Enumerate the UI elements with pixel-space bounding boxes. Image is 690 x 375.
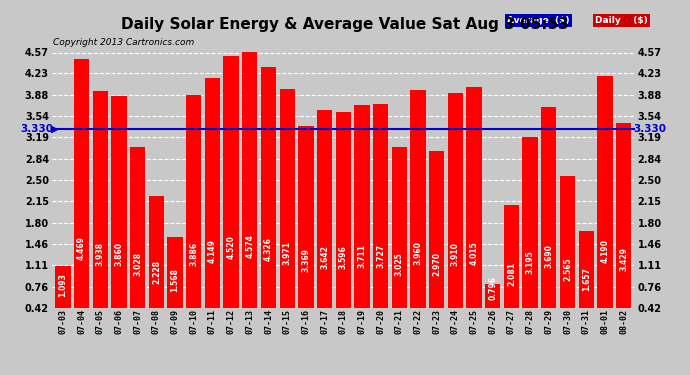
Bar [373,104,388,308]
Bar [111,96,127,308]
Text: 3.690: 3.690 [544,244,553,268]
Text: 3.860: 3.860 [115,242,124,266]
Bar [149,196,164,308]
Bar [616,123,631,308]
Text: 3.938: 3.938 [96,242,105,266]
Text: 4.574: 4.574 [246,235,255,258]
Text: 4.149: 4.149 [208,239,217,263]
Bar [55,266,70,308]
Text: 3.369: 3.369 [302,248,310,272]
Text: 1.568: 1.568 [170,268,179,292]
Bar [74,59,89,308]
Text: 2.970: 2.970 [432,252,441,276]
Text: 4.469: 4.469 [77,236,86,260]
Bar [279,89,295,308]
Text: 2.081: 2.081 [507,262,516,286]
Text: 2.565: 2.565 [563,257,572,281]
Text: 3.025: 3.025 [395,252,404,276]
Bar [578,231,594,308]
Text: 3.711: 3.711 [357,244,366,268]
Bar [317,110,333,308]
Text: Daily    ($): Daily ($) [595,16,647,25]
Text: Copyright 2013 Cartronics.com: Copyright 2013 Cartronics.com [53,39,194,48]
Bar [354,105,370,308]
Text: 1.657: 1.657 [582,267,591,291]
Text: 3.910: 3.910 [451,242,460,266]
Bar [504,206,519,308]
Text: 3.642: 3.642 [320,245,329,269]
Bar [224,56,239,308]
Bar [411,90,426,308]
Bar [429,151,444,308]
Bar [560,176,575,308]
Bar [335,112,351,308]
Bar [92,92,108,308]
Bar [168,237,183,308]
Bar [261,68,276,308]
Bar [130,147,146,308]
Text: 3.330: 3.330 [21,124,54,134]
Text: 0.796: 0.796 [489,276,497,300]
Text: 3.727: 3.727 [376,244,385,268]
Text: 4.326: 4.326 [264,237,273,261]
Bar [541,106,557,308]
Text: 3.971: 3.971 [283,241,292,265]
Text: 1.093: 1.093 [59,273,68,297]
Text: 3.886: 3.886 [189,242,198,266]
Text: 3.330: 3.330 [633,124,666,134]
Bar [242,52,257,308]
Bar [298,126,313,308]
Bar [186,94,201,308]
Bar [205,78,220,308]
Bar [522,137,538,308]
Text: Average  ($): Average ($) [507,16,570,25]
Text: 3.195: 3.195 [526,250,535,274]
Text: 4.015: 4.015 [470,241,479,265]
Bar [448,93,463,308]
Bar [466,87,482,308]
Text: 4.190: 4.190 [600,239,609,263]
Text: 3.960: 3.960 [413,242,422,265]
Bar [392,147,407,308]
Text: 3.028: 3.028 [133,252,142,276]
Text: 2.228: 2.228 [152,260,161,284]
Bar [598,76,613,307]
Bar [485,284,500,308]
Text: Daily Solar Energy & Average Value Sat Aug 3 05:53: Daily Solar Energy & Average Value Sat A… [121,17,569,32]
Text: 3.596: 3.596 [339,246,348,269]
Text: 4.520: 4.520 [226,236,236,259]
Text: 3.429: 3.429 [619,247,628,271]
